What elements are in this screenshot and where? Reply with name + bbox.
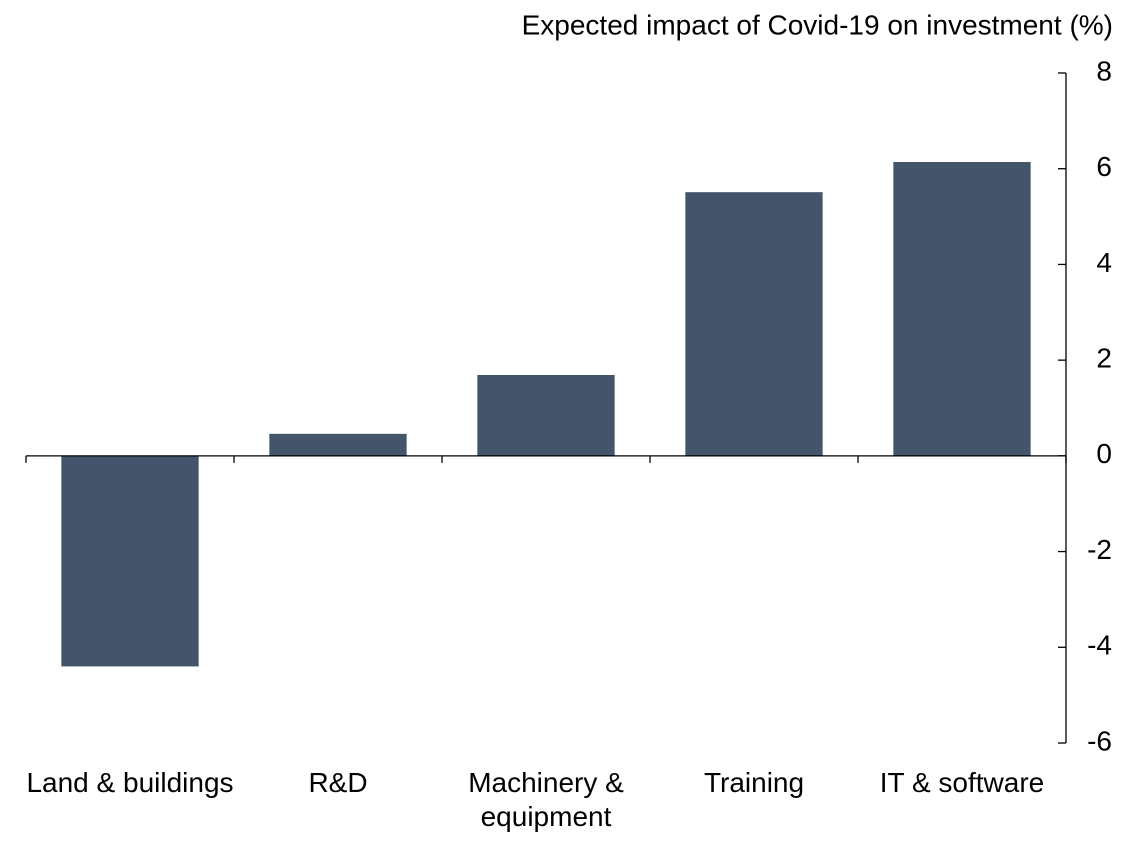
bar <box>269 433 407 456</box>
y-tick-label: 6 <box>1096 151 1112 182</box>
y-tick-label: 2 <box>1096 343 1112 374</box>
x-tick-label: IT & software <box>879 767 1045 798</box>
x-tick-label: Land & buildings <box>26 767 234 798</box>
y-tick-label: -6 <box>1087 725 1112 756</box>
bar <box>477 374 615 456</box>
bar <box>893 162 1031 456</box>
x-tick-label: Training <box>703 767 805 798</box>
bar <box>685 192 823 456</box>
y-tick-label: 0 <box>1096 438 1112 469</box>
y-tick-label: -4 <box>1087 630 1112 661</box>
chart-title: Expected impact of Covid-19 on investmen… <box>522 9 1113 40</box>
y-tick-label: 4 <box>1096 247 1112 278</box>
y-tick-label: 8 <box>1096 55 1112 86</box>
x-tick-label: R&D <box>308 767 368 798</box>
bar <box>61 455 199 667</box>
x-tick-label: Machinery & equipment <box>468 767 624 832</box>
y-tick-label: -2 <box>1087 534 1112 565</box>
